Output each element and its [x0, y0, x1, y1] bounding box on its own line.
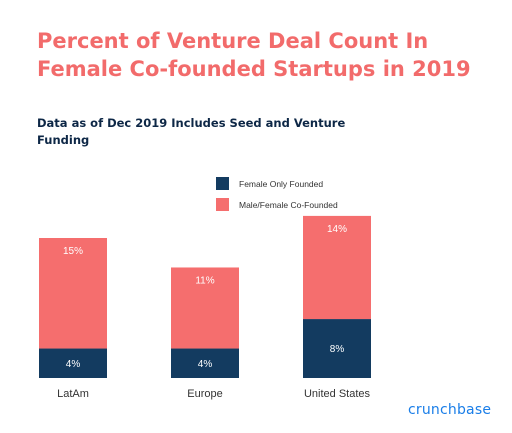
chart-subtitle: Data as of Dec 2019 Includes Seed and Ve… — [37, 116, 346, 147]
legend-swatch-female-only — [216, 177, 229, 190]
bar-female-only-2 — [303, 319, 371, 378]
data-label-female-only-1: 4% — [198, 359, 213, 370]
chart-title: Percent of Venture Deal Count In Female … — [37, 29, 471, 81]
data-label-male-female-0: 15% — [63, 246, 83, 257]
legend-label-female-only: Female Only Founded — [239, 179, 323, 189]
bar-female-only-0 — [39, 348, 107, 378]
legend-label-male-female: Male/Female Co-Founded — [239, 200, 338, 210]
category-label-0: LatAm — [57, 388, 89, 400]
bar-male-female-0 — [39, 238, 107, 349]
legend-swatch-male-female — [216, 198, 229, 211]
data-label-female-only-0: 4% — [66, 359, 81, 370]
data-label-male-female-2: 14% — [327, 224, 347, 235]
bar-female-only-1 — [171, 348, 239, 378]
bars-group: 4% 15% 4% 11% 8% 14% — [39, 215, 371, 378]
data-label-male-female-1: 11% — [195, 275, 214, 286]
bar-male-female-2 — [303, 215, 371, 320]
category-labels: LatAm Europe United States — [57, 388, 370, 400]
crunchbase-logo: crunchbase — [408, 402, 492, 418]
bar-male-female-1 — [171, 267, 239, 349]
data-label-female-only-2: 8% — [330, 344, 345, 355]
category-label-1: Europe — [187, 388, 222, 400]
category-label-2: United States — [304, 388, 371, 400]
legend: Female Only Founded Male/Female Co-Found… — [216, 177, 338, 211]
